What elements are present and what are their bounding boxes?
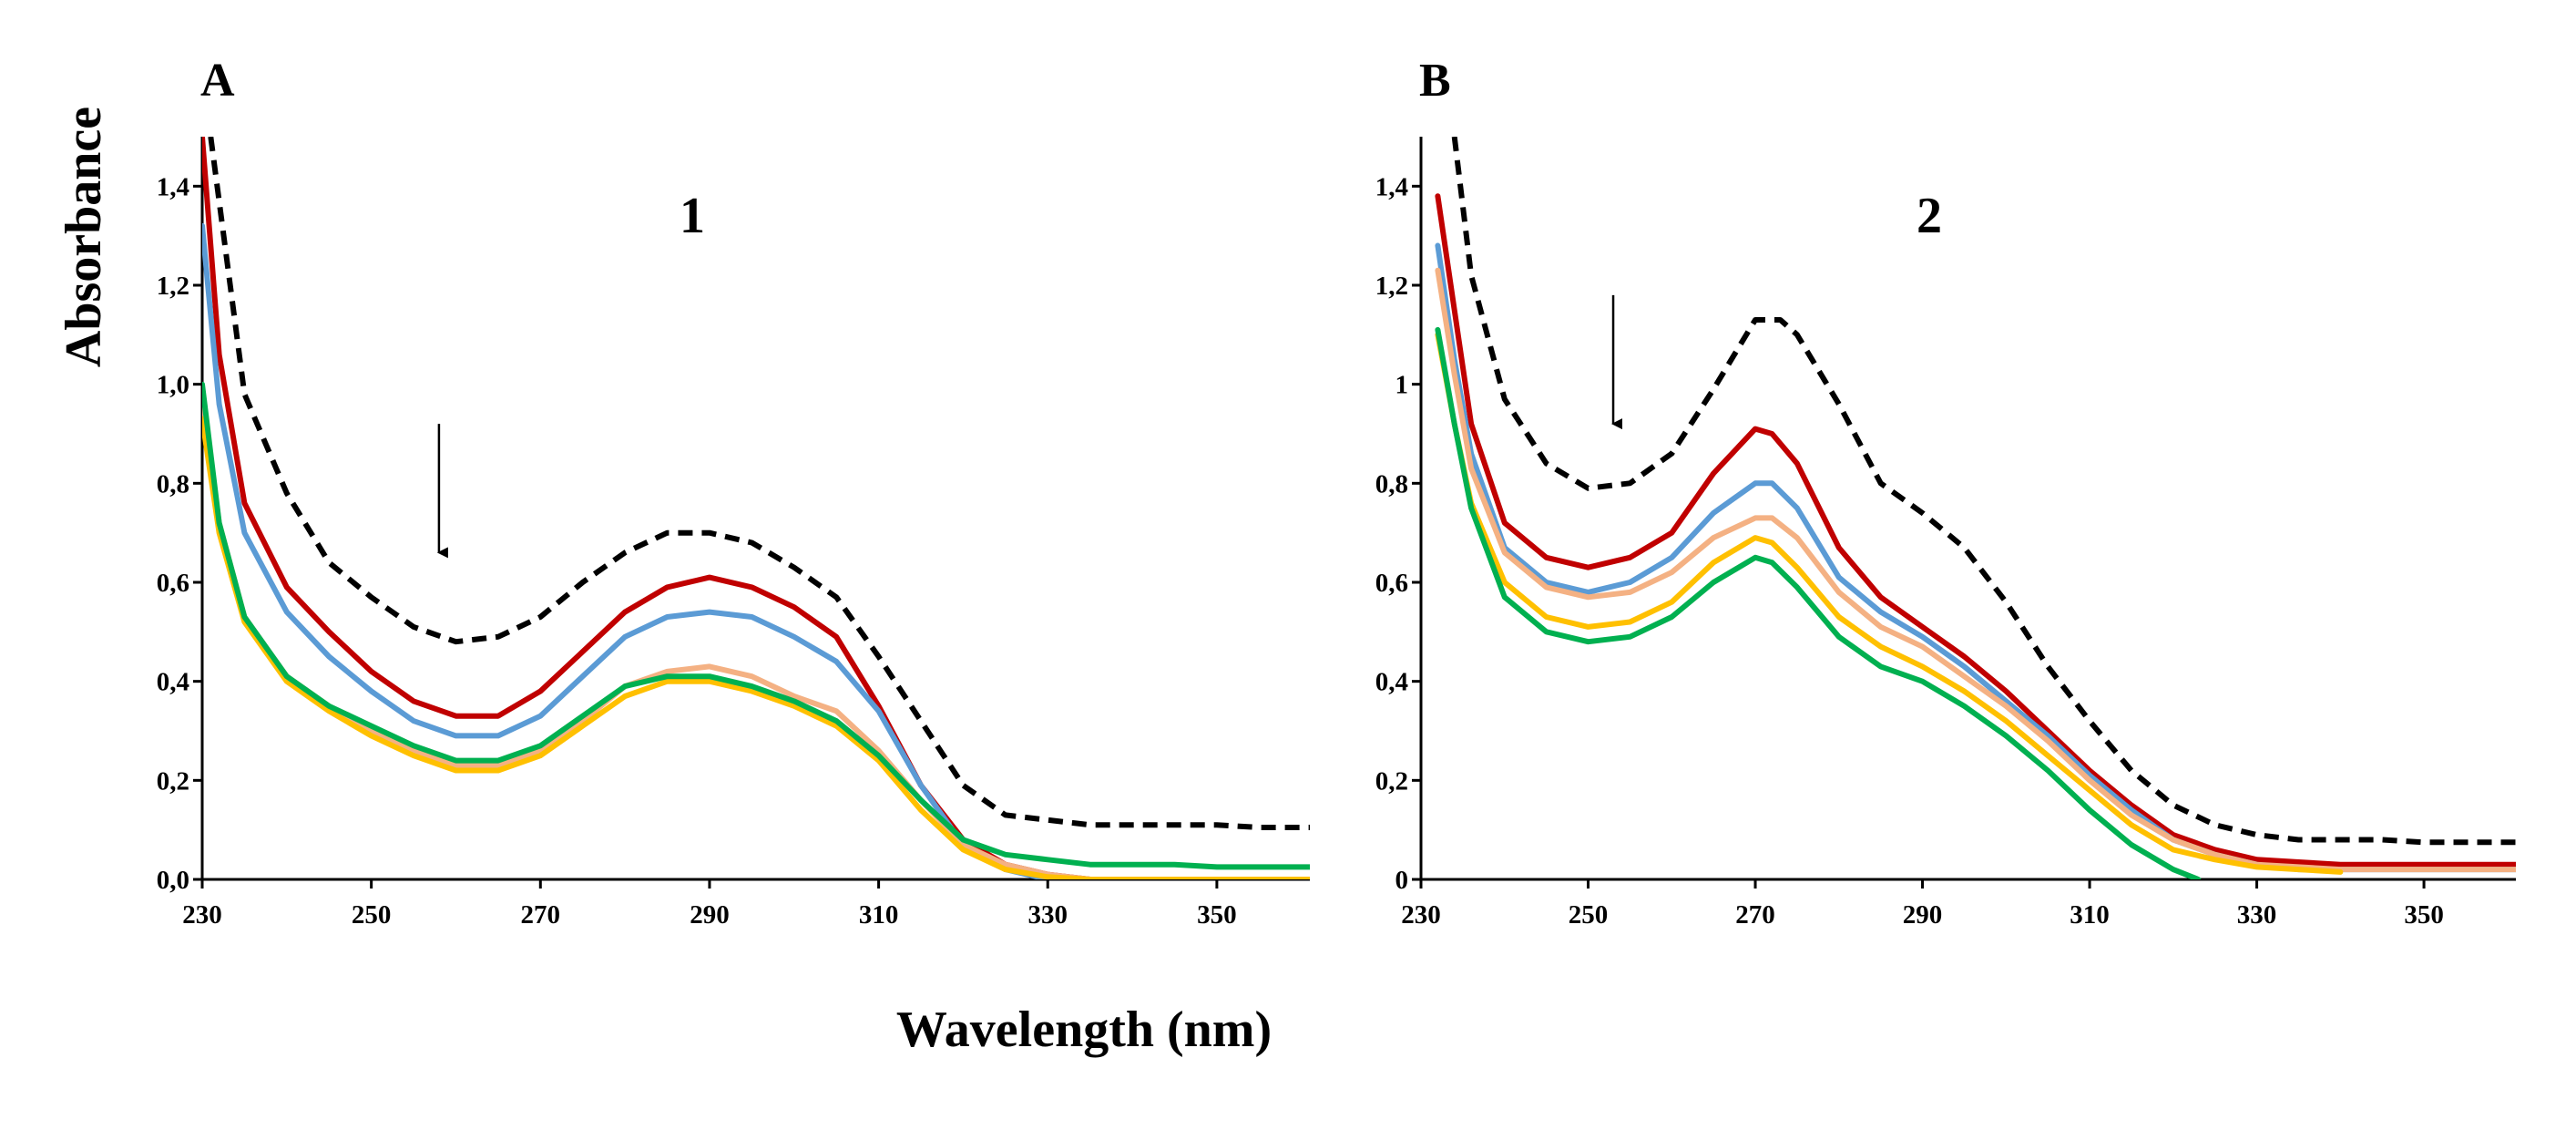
panel-b-x-tick-label: 310 [2070, 900, 2110, 930]
panel-a-y-tick-label: 1,4 [157, 172, 189, 201]
panel-a-y-tick-label: 0,2 [157, 766, 189, 796]
x-axis-title: Wavelength (nm) [896, 1002, 1272, 1058]
panel-b-y-tick-label: 1 [1395, 371, 1409, 400]
panel-a-series-group [202, 137, 1310, 879]
panel-a-title: 1 [680, 188, 705, 244]
panel-b-series-dashed-line [1451, 137, 2516, 846]
panel-a-x-tick-label: 330 [1027, 900, 1068, 930]
panel-a-y-tick-label: 0,8 [157, 469, 189, 498]
panel-a-y-tick-label: 1,0 [157, 371, 189, 400]
panel-b-y-tick-label: 0,4 [1375, 668, 1408, 697]
panel-b-y-tick-label: 1,4 [1375, 172, 1408, 201]
panel-b-letter: B [1419, 55, 1451, 107]
panel-a-y-tick-label: 0,4 [157, 668, 189, 697]
panel-a-x-tick-label: 270 [521, 900, 561, 930]
panel-b-y-tick-label: 0 [1395, 866, 1409, 895]
panel-b-series-salmon-line [1435, 267, 2516, 873]
panel-a-chart: 0,0 0,2 0,4 0,6 0,8 1,0 1,2 1,4 230 250 270 290 310 3… [157, 55, 1310, 930]
panel-b-x-tick-label: 270 [1735, 900, 1775, 930]
panel-b-y-tick-label: 1,2 [1375, 272, 1408, 301]
panel-b-series-red-line [1435, 193, 2516, 868]
panel-b-series-yellow-line [1435, 332, 2344, 875]
panel-a-series-yellow-line [202, 416, 1310, 879]
panel-a-x-tick-label: 250 [352, 900, 392, 930]
panel-a-x-tick-label: 290 [690, 900, 730, 930]
panel-a-series-salmon-line [202, 396, 1310, 879]
panel-b-x-tick-label: 230 [1401, 900, 1441, 930]
panel-b-series-blue-line [1435, 242, 2516, 873]
panel-b-chart: 0 0,2 0,4 0,6 0,8 1 1,2 1,4 230 250 270 290 310 330 35… [1375, 55, 2516, 930]
y-axis-title: Absorbance [56, 107, 112, 367]
panel-a-y-tick-label: 1,2 [157, 272, 189, 301]
panel-b-x-tick-label: 330 [2237, 900, 2277, 930]
panel-b-y-tick-label: 0,2 [1375, 766, 1408, 796]
panel-b-x-tick-label: 290 [1903, 900, 1943, 930]
panel-a-x-tick-label: 310 [859, 900, 899, 930]
panel-b-x-tick-label: 350 [2404, 900, 2444, 930]
panel-a-series-blue-line [202, 222, 1051, 879]
panel-a-series-green-line [202, 381, 1310, 870]
panel-b-y-tick-label: 0,8 [1375, 469, 1408, 498]
panel-a-x-tick-label: 230 [182, 900, 222, 930]
panel-b-x-tick-label: 250 [1569, 900, 1609, 930]
panel-a-x-tick-label: 350 [1197, 900, 1237, 930]
panel-a-series-red-line [202, 137, 1310, 879]
panel-b-series-green-line [1435, 326, 2202, 879]
panel-b-series-group [1435, 137, 2516, 879]
panel-b-title: 2 [1917, 188, 1942, 244]
panel-a-y-tick-label: 0,0 [157, 866, 189, 895]
panel-a-series-dashed-line [208, 137, 1310, 830]
panel-b-y-tick-label: 0,6 [1375, 569, 1408, 598]
panel-a-letter: A [200, 55, 235, 107]
panel-a-y-tick-label: 0,6 [157, 569, 189, 598]
